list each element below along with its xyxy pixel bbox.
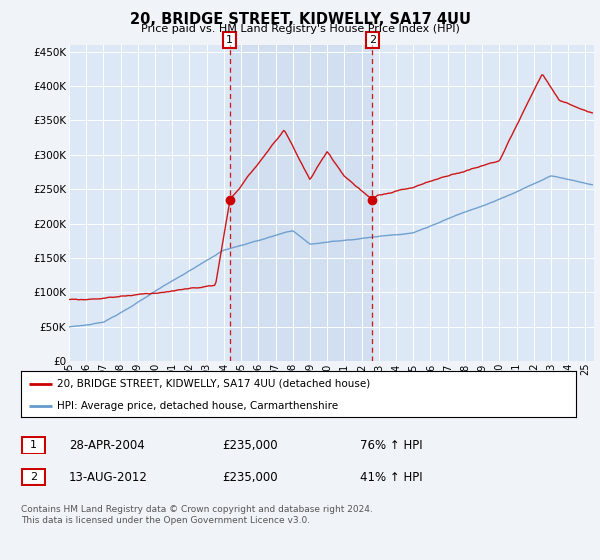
Text: 1: 1 (30, 440, 37, 450)
Text: 13-AUG-2012: 13-AUG-2012 (69, 470, 148, 484)
Text: HPI: Average price, detached house, Carmarthenshire: HPI: Average price, detached house, Carm… (57, 401, 338, 410)
Text: 28-APR-2004: 28-APR-2004 (69, 438, 145, 452)
Bar (230, 45, 372, 361)
Text: £235,000: £235,000 (222, 438, 278, 452)
Text: Contains HM Land Registry data © Crown copyright and database right 2024.
This d: Contains HM Land Registry data © Crown c… (21, 505, 373, 525)
Text: Price paid vs. HM Land Registry's House Price Index (HPI): Price paid vs. HM Land Registry's House … (140, 24, 460, 34)
Text: 20, BRIDGE STREET, KIDWELLY, SA17 4UU: 20, BRIDGE STREET, KIDWELLY, SA17 4UU (130, 12, 470, 27)
Text: 41% ↑ HPI: 41% ↑ HPI (360, 470, 422, 484)
Text: 2: 2 (369, 35, 376, 45)
Text: 1: 1 (226, 35, 233, 45)
Text: 20, BRIDGE STREET, KIDWELLY, SA17 4UU (detached house): 20, BRIDGE STREET, KIDWELLY, SA17 4UU (d… (57, 379, 370, 389)
Text: £235,000: £235,000 (222, 470, 278, 484)
Text: 76% ↑ HPI: 76% ↑ HPI (360, 438, 422, 452)
Text: 2: 2 (30, 472, 37, 482)
